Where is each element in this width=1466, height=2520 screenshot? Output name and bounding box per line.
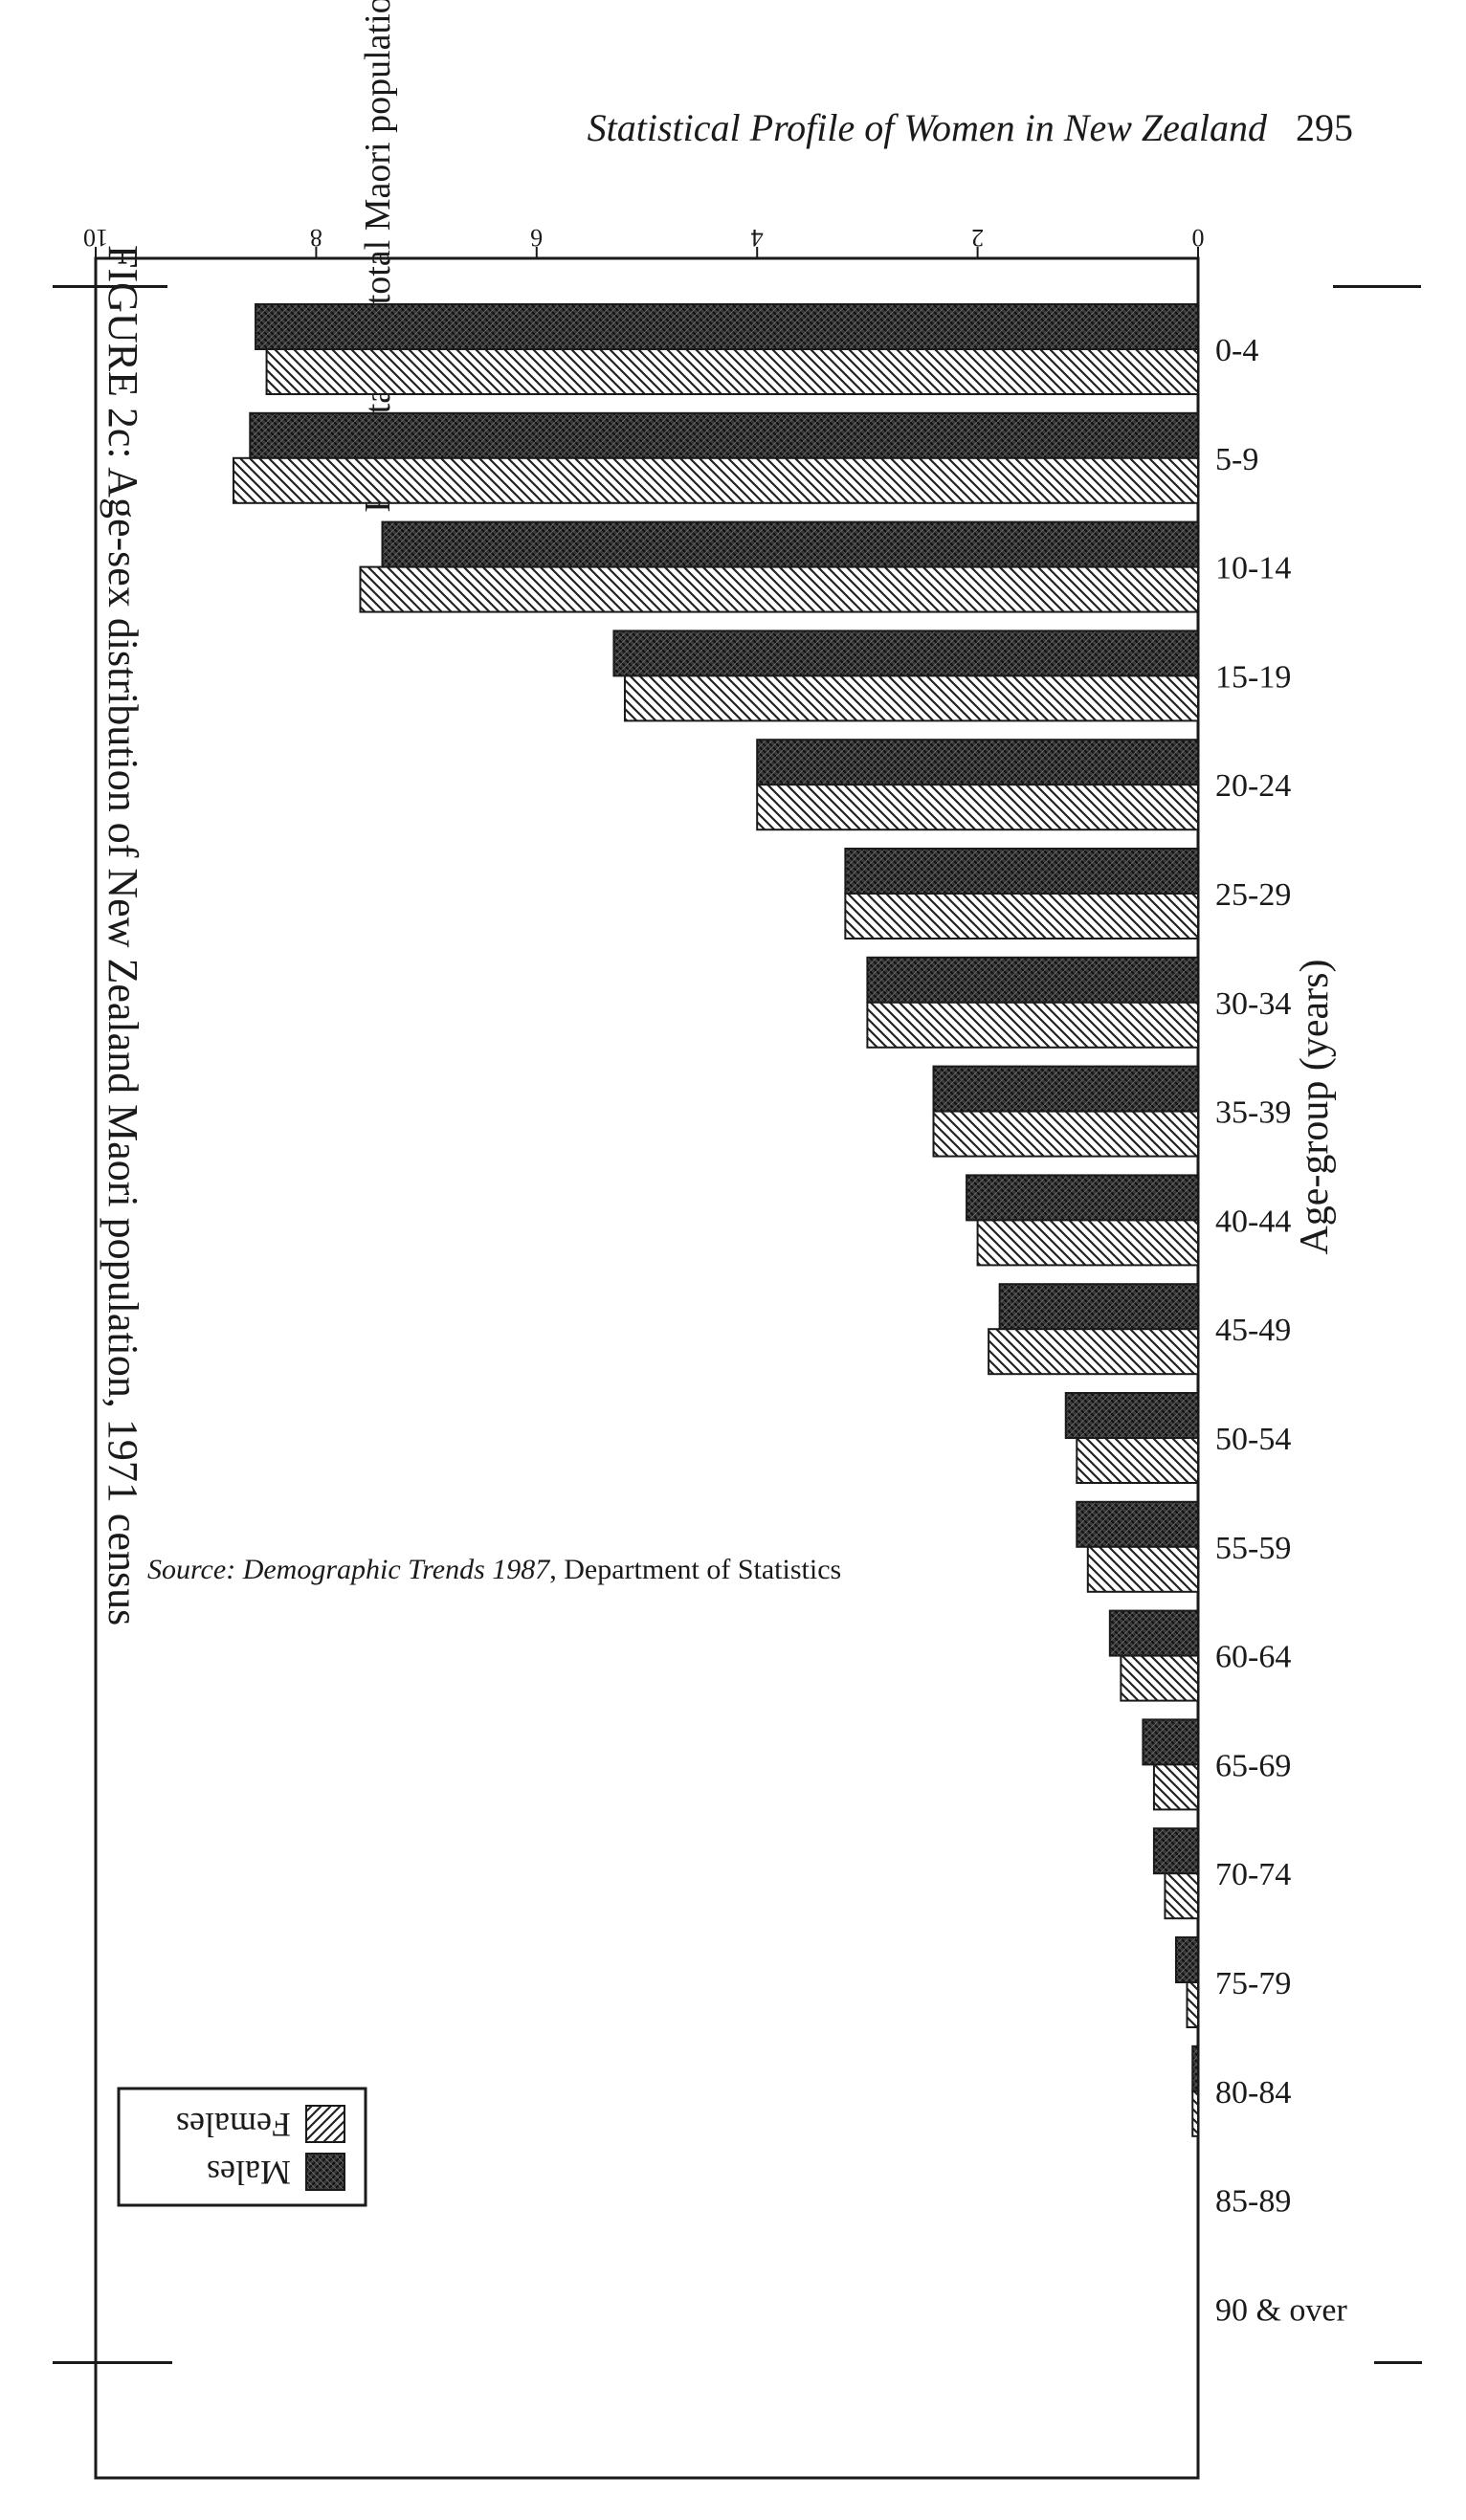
x-tick-label: 45-49	[1215, 1313, 1291, 1348]
bar-males-5-9	[249, 411, 1199, 459]
ticks-group: 0-4 5-9 10-14 15-19 20-24 25-29 30-34 35-39 40-4…	[83, 224, 1348, 2328]
bar-females-5-9	[233, 456, 1199, 504]
bar-females-80-84	[1191, 2089, 1199, 2137]
y-tick-label: 8	[310, 224, 322, 252]
bar-males-25-29	[844, 848, 1199, 895]
bar-males-50-54	[1064, 1392, 1199, 1439]
bar-females-30-34	[866, 1001, 1199, 1049]
page-number: 295	[1296, 106, 1353, 149]
y-tick-label: 10	[83, 224, 108, 252]
x-axis-title: Age-group (years)	[1293, 959, 1337, 1254]
x-tick-label: 90 & over	[1215, 2292, 1348, 2328]
legend-swatch-females	[305, 2105, 345, 2143]
bar-males-80-84	[1191, 2045, 1199, 2092]
legend-label-males: Males	[207, 2154, 291, 2192]
y-tick-label: 6	[530, 224, 543, 252]
bottom-rule-left	[53, 2361, 172, 2364]
x-tick-label: 70-74	[1215, 1857, 1291, 1892]
x-tick-label: 55-59	[1215, 1531, 1291, 1566]
bar-females-25-29	[844, 893, 1199, 939]
bar-females-40-44	[976, 1219, 1199, 1267]
x-tick-label: 30-34	[1215, 986, 1291, 1022]
bar-males-20-24	[756, 739, 1199, 786]
source-label: Source:	[147, 1554, 235, 1585]
bar-males-15-19	[612, 630, 1199, 677]
bar-females-50-54	[1076, 1437, 1199, 1484]
x-tick-label: 20-24	[1215, 768, 1291, 804]
source-note: Source: Demographic Trends 1987, Departm…	[147, 1554, 841, 1585]
bar-females-70-74	[1164, 1872, 1199, 1920]
x-tick-label: 85-89	[1215, 2184, 1291, 2220]
top-rule-right	[1333, 285, 1421, 288]
bars-group	[233, 303, 1199, 2137]
legend-swatch-males	[305, 2153, 345, 2191]
x-tick-label: 75-79	[1215, 1966, 1291, 2001]
bar-females-15-19	[623, 674, 1199, 722]
bar-males-65-69	[1142, 1718, 1199, 1766]
bar-males-75-79	[1174, 1936, 1199, 1983]
figure-caption: FIGURE 2c: Age-sex distribution of New Z…	[100, 245, 146, 1625]
source-rest: , Department of Statistics	[549, 1554, 841, 1585]
legend-label-females: Females	[176, 2106, 291, 2144]
bar-males-30-34	[866, 956, 1199, 1004]
legend: Males Females	[117, 2087, 367, 2207]
bar-males-45-49	[998, 1283, 1199, 1331]
bar-males-10-14	[381, 520, 1199, 568]
x-tick-label: 15-19	[1215, 659, 1291, 695]
y-tick-label: 2	[971, 224, 984, 252]
x-tick-label: 65-69	[1215, 1748, 1291, 1783]
bar-males-0-4	[255, 303, 1199, 350]
running-head: Statistical Profile of Women in New Zeal…	[588, 105, 1353, 150]
x-tick-label: 25-29	[1215, 877, 1291, 913]
header-title: Statistical Profile of Women in New Zeal…	[587, 106, 1267, 149]
bottom-rule-right	[1374, 2361, 1422, 2364]
bar-males-35-39	[932, 1065, 1199, 1113]
bar-females-75-79	[1186, 1981, 1199, 2028]
bar-males-40-44	[966, 1174, 1199, 1222]
bar-females-20-24	[756, 784, 1199, 831]
bar-females-35-39	[932, 1110, 1199, 1158]
x-tick-label: 5-9	[1215, 442, 1258, 477]
x-tick-label: 0-4	[1215, 333, 1258, 368]
x-tick-label: 50-54	[1215, 1422, 1291, 1457]
x-tick-label: 10-14	[1215, 551, 1291, 586]
bar-females-10-14	[359, 565, 1199, 613]
top-rule-left	[53, 285, 167, 288]
source-title: Demographic Trends 1987	[242, 1554, 552, 1585]
bar-males-70-74	[1152, 1827, 1199, 1875]
bar-females-0-4	[265, 348, 1199, 395]
bar-females-45-49	[988, 1328, 1199, 1376]
y-tick-label: 4	[751, 224, 764, 252]
y-tick-label: 0	[1192, 224, 1205, 252]
x-tick-label: 80-84	[1215, 2075, 1291, 2111]
x-tick-label: 60-64	[1215, 1640, 1291, 1675]
bar-males-60-64	[1108, 1609, 1199, 1657]
bar-females-60-64	[1120, 1654, 1199, 1702]
x-tick-label: 35-39	[1215, 1095, 1291, 1131]
bar-females-55-59	[1086, 1545, 1199, 1593]
x-tick-label: 40-44	[1215, 1204, 1291, 1239]
bar-females-65-69	[1152, 1763, 1199, 1811]
bar-males-55-59	[1076, 1500, 1199, 1548]
